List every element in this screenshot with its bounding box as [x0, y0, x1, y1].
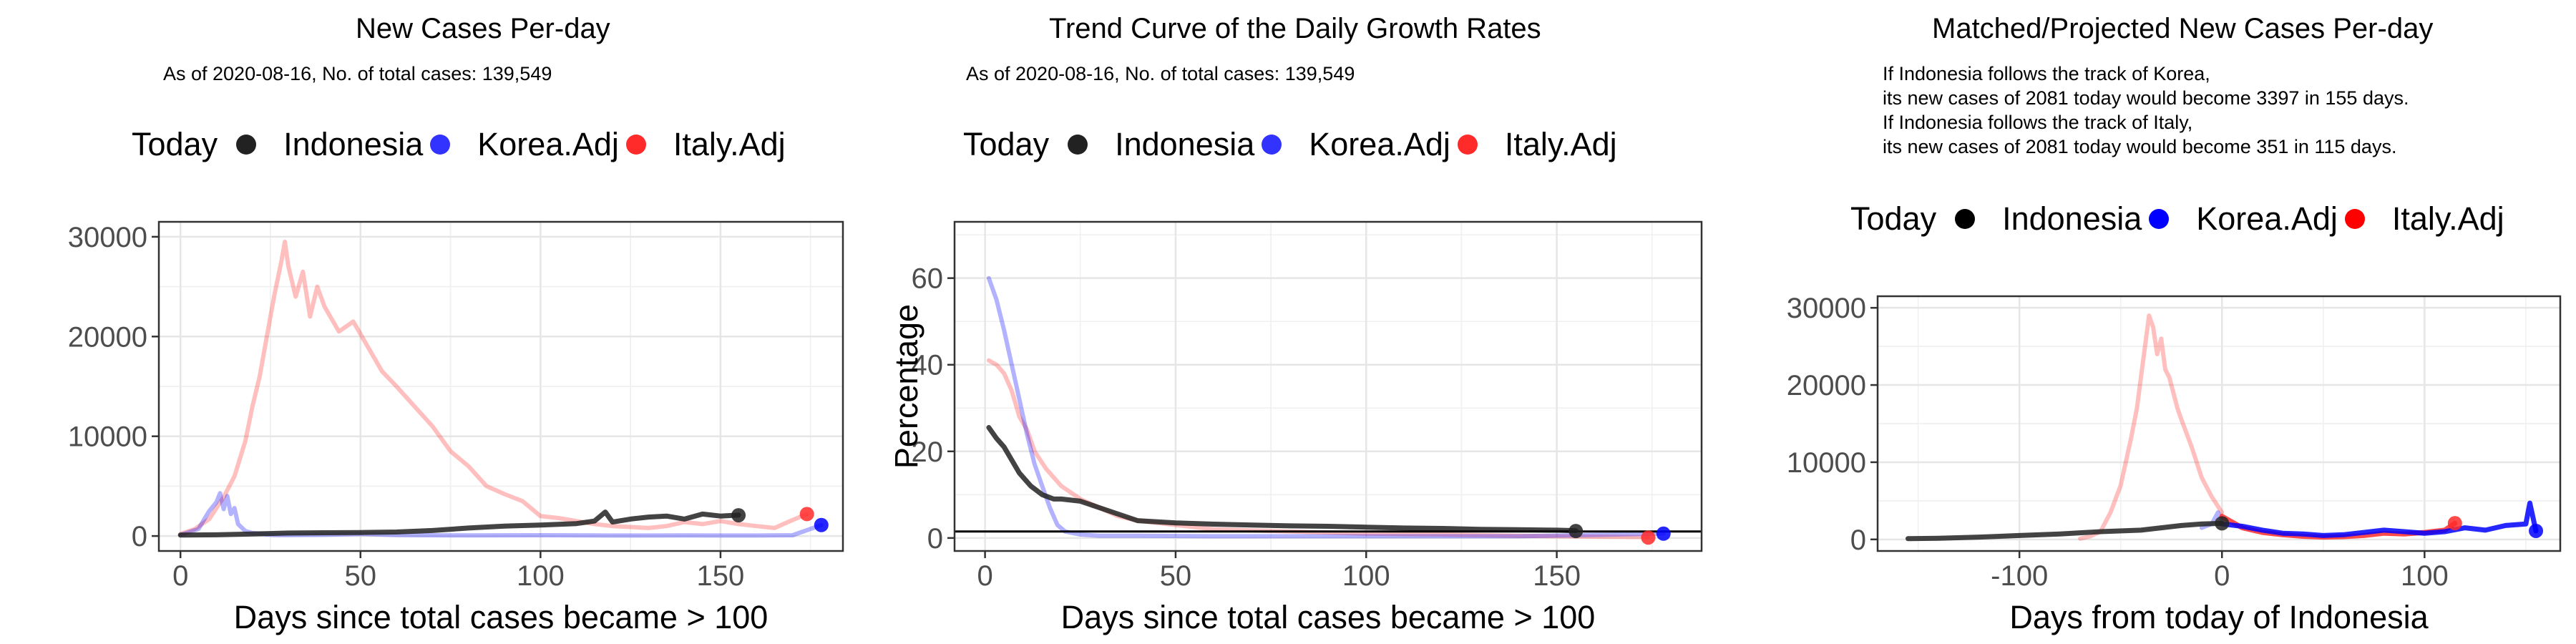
x-axis-label: Days since total cases became > 100	[1061, 599, 1596, 635]
legend: Today Indonesia Korea.Adj Italy.Adj	[1850, 200, 2504, 238]
plot-projected: -100 0 100 0 10000 20000 30000 Days from today …	[1787, 293, 2562, 635]
legend-dot-indonesia	[1068, 135, 1088, 155]
endpoint-indonesia	[1568, 524, 1584, 539]
y-axis-label: Percentage	[888, 304, 924, 469]
endpoint-korea-adj	[814, 517, 829, 532]
x-tick-label: 100	[1342, 560, 1390, 592]
legend-dot-indonesia	[236, 135, 257, 155]
legend-label-korea: Korea.Adj	[477, 126, 619, 162]
x-tick-label: 50	[1160, 560, 1192, 592]
legend-label-indonesia: Indonesia	[283, 126, 424, 162]
data-layer	[177, 239, 824, 538]
x-tick-label: 100	[517, 560, 565, 592]
series-line-korea-adj	[2219, 500, 2539, 538]
chart-subtitle-line-4: its new cases of 2081 today would become…	[1883, 136, 2397, 157]
x-tick-label: 0	[977, 560, 992, 592]
plot-growth-rates: 0 50 100 150 0 20 40 60 Days since total cases b…	[888, 220, 1703, 635]
x-axis-label: Days since total cases became > 100	[234, 599, 769, 635]
plot-border	[1876, 295, 2562, 552]
legend-label-indonesia: Indonesia	[1115, 126, 1255, 162]
x-tick-label: 150	[1533, 560, 1581, 592]
chart-subtitle: As of 2020-08-16, No. of total cases: 13…	[163, 63, 552, 84]
endpoint-korea-adj	[2529, 523, 2544, 538]
chart-title: Trend Curve of the Daily Growth Rates	[1049, 13, 1541, 44]
series-line-indonesia	[177, 509, 741, 538]
endpoint-indonesia	[731, 508, 746, 523]
x-tick-label: -100	[1991, 560, 2048, 592]
y-tick-label: 10000	[1787, 447, 1866, 479]
endpoint-italy-adj	[1641, 530, 1656, 545]
legend-label-korea: Korea.Adj	[2196, 200, 2338, 237]
endpoint-korea-adj	[1656, 526, 1671, 541]
legend-dot-italy	[2344, 209, 2365, 229]
legend-label-italy: Italy.Adj	[2391, 200, 2504, 237]
legend-label-italy: Italy.Adj	[673, 126, 786, 162]
plot-border	[157, 220, 844, 552]
chart-subtitle-line-1: If Indonesia follows the track of Korea,	[1883, 63, 2210, 84]
legend-dot-italy	[1457, 135, 1478, 155]
legend-label-italy: Italy.Adj	[1504, 126, 1617, 162]
legend-clip: Today Indonesia Korea.Adj Italy.Adj	[1717, 195, 2576, 245]
x-axis-label: Days from today of Indonesia	[2009, 599, 2429, 635]
chart-subtitle-line-2: its new cases of 2081 today would become…	[1883, 87, 2409, 109]
plot-new-cases: 0 50 100 150 0 10000 20000 30000 Days since tota…	[68, 220, 844, 635]
legend: Today Indonesia Korea.Adj Italy.Adj	[963, 126, 1617, 163]
series-line-indonesia	[986, 425, 1579, 534]
y-tick-label: 30000	[1787, 293, 1866, 324]
x-tick-label: 0	[172, 560, 188, 592]
y-tick-label: 0	[1850, 525, 1866, 556]
legend-clip: Today Indonesia Korea.Adj Italy.Adj	[859, 120, 1717, 170]
legend-dot-korea	[2149, 209, 2170, 229]
legend-dot-italy	[625, 135, 646, 155]
y-tick-label: 20	[912, 436, 944, 468]
series-line-italy-adj-history	[2078, 313, 2225, 541]
endpoint-italy-adj	[2447, 516, 2462, 531]
legend-title: Today	[963, 126, 1050, 162]
legend-clip: Today Indonesia Korea.Adj Italy.Adj	[0, 120, 859, 170]
series-line-indonesia	[1906, 520, 2225, 542]
y-tick-label: 10000	[68, 421, 147, 453]
data-layer	[1906, 313, 2539, 542]
endpoint-italy-adj	[799, 507, 814, 522]
legend-label-indonesia: Indonesia	[2002, 200, 2142, 237]
y-tick-label: 40	[912, 350, 944, 381]
y-tick-label: 60	[912, 263, 944, 295]
panel-new-cases: New Cases Per-day As of 2020-08-16, No. …	[0, 0, 859, 644]
series-line-italy-adj-history	[178, 239, 809, 537]
legend-dot-korea	[1262, 135, 1282, 155]
y-tick-label: 20000	[1787, 370, 1866, 401]
chart-title: New Cases Per-day	[356, 13, 610, 44]
chart-subtitle: As of 2020-08-16, No. of total cases: 13…	[966, 63, 1355, 84]
series-line-korea-adj-history	[986, 275, 1666, 539]
endpoint-indonesia	[2215, 516, 2230, 531]
data-layer	[986, 275, 1666, 540]
x-tick-label: 50	[345, 560, 377, 592]
y-tick-label: 30000	[68, 222, 147, 253]
legend-dot-korea	[430, 135, 451, 155]
legend-label-korea: Korea.Adj	[1309, 126, 1450, 162]
legend-dot-indonesia	[1955, 209, 1976, 229]
y-tick-label: 0	[132, 521, 147, 552]
x-tick-label: 100	[2401, 560, 2449, 592]
y-tick-label: 0	[927, 523, 943, 555]
legend: Today Indonesia Korea.Adj Italy.Adj	[132, 126, 786, 163]
x-tick-label: 150	[697, 560, 745, 592]
legend-title: Today	[1850, 200, 1937, 237]
chart-title: Matched/Projected New Cases Per-day	[1932, 13, 2434, 44]
chart-subtitle-line-3: If Indonesia follows the track of Italy,	[1883, 112, 2193, 133]
y-tick-label: 20000	[68, 321, 147, 353]
legend-title: Today	[132, 126, 218, 162]
series-line-italy-adj-history	[986, 358, 1651, 540]
x-tick-label: 0	[2214, 560, 2230, 592]
plot-border	[953, 220, 1703, 552]
panel-growth-rates: Trend Curve of the Daily Growth Rates As…	[859, 0, 1717, 644]
panel-projected: Matched/Projected New Cases Per-day If I…	[1717, 0, 2576, 644]
